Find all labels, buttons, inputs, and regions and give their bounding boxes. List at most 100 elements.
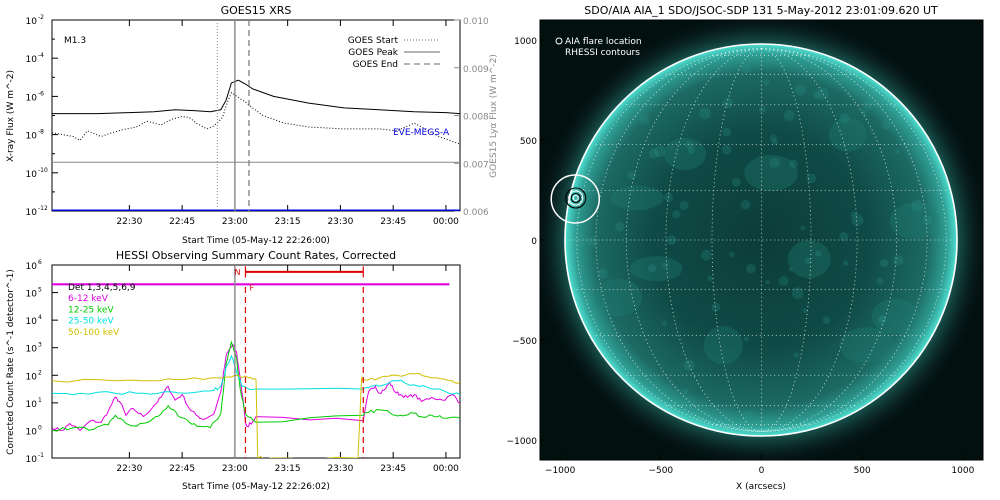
goes-ylabel-right: GOES15 Lyα Flux (W m^-2) [489, 54, 499, 178]
goes-series-group [52, 79, 460, 211]
longitude-line [761, 48, 928, 432]
coronal-loop-patch [700, 249, 712, 261]
coronal-loop-patch [812, 91, 821, 100]
hessi-legend-item: 50-100 keV [68, 328, 120, 338]
longitude-line [625, 48, 762, 432]
coronal-loop-patch [662, 262, 669, 269]
coronal-loop-patch [892, 254, 904, 266]
coronal-loop-patch [778, 275, 789, 286]
goes-xtick-label: 23:45 [380, 217, 406, 227]
coronal-loop-patch [822, 316, 831, 325]
hessi-xtick-label: 00:00 [433, 464, 459, 474]
coronal-loop-patch [793, 352, 800, 358]
active-region [787, 240, 831, 279]
hessi-ytick-label: 10 [26, 262, 38, 272]
coronal-loop-patch [722, 97, 733, 109]
goes-ytick-exponent: -8 [38, 129, 44, 136]
active-region [610, 185, 664, 211]
coronal-loop-patch [597, 268, 609, 279]
coronal-loop-patch [895, 149, 900, 154]
hessi-flag-night: N [234, 268, 240, 277]
coronal-loop-patch [765, 279, 770, 285]
hessi-legend-item: Det 1,3,4,5,6,9 [68, 283, 136, 293]
active-region [594, 278, 642, 317]
coronal-loop-patch [679, 200, 689, 210]
aia-title: SDO/AIA AIA_1 SDO/JSOC-SDP 131 5-May-201… [584, 4, 938, 17]
goes-xtick-label: 22:45 [169, 217, 195, 227]
aia-ytick-label: 1000 [514, 37, 537, 47]
coronal-loop-patch [850, 211, 857, 218]
hessi-series-group [52, 283, 460, 458]
flare-marker [550, 174, 600, 224]
hessi-ytick-exponent: 1 [38, 397, 42, 404]
longitude-line [761, 48, 947, 432]
coronal-loop-patch [758, 105, 766, 113]
goes-ytick-label: 10 [26, 93, 38, 103]
hessi-ytick-label: 10 [26, 345, 38, 355]
active-region [828, 117, 867, 152]
goes-ytick-exponent: -6 [38, 90, 44, 97]
aia-legend-flare-location: AIA flare location [565, 37, 642, 47]
goes-ytick-exponent: -2 [38, 14, 44, 21]
hessi-ytick-label: 10 [26, 455, 38, 465]
active-region [630, 256, 683, 282]
hessi-ytick-exponent: 2 [38, 369, 42, 376]
coronal-loop-patch [783, 110, 795, 121]
aia-xtick-label: 0 [759, 466, 765, 476]
aia-axis-ticks: −1000 −500 0 500 1000 −1000 −500 0 500 1000 [507, 37, 975, 476]
coronal-loop-patch [804, 257, 812, 265]
sun-disk [565, 44, 957, 436]
aia-xlabel: X (arcsecs) [736, 482, 786, 492]
hessi-xlabel: Start Time (05-May-12 22:26:02) [182, 482, 330, 492]
hessi-flag-flare: F [249, 283, 254, 292]
hessi-xtick-label: 23:30 [327, 464, 353, 474]
hessi-xtick-label: 23:15 [275, 464, 301, 474]
coronal-loop-patch [816, 87, 829, 100]
coronal-loop-patch [685, 140, 694, 150]
coronal-loop-patch [800, 225, 806, 231]
active-region [889, 202, 940, 240]
hessi-title: HESSI Observing Summary Count Rates, Cor… [116, 249, 396, 262]
goes-ytick-right-label: 0.010 [463, 17, 489, 27]
goes-xtick-label: 23:00 [222, 217, 248, 227]
active-region [744, 154, 798, 192]
coronal-loop-patch [802, 308, 808, 313]
coronal-loop-patch [879, 258, 889, 268]
coronal-loop-patch [789, 159, 798, 168]
coronal-loop-patch [846, 92, 851, 97]
flare-location-circle [550, 174, 600, 224]
active-region [871, 298, 920, 335]
goes-legend-label: GOES Start [348, 36, 399, 46]
active-region [839, 327, 894, 364]
sun-limb [564, 43, 958, 437]
goes-xrs-panel: GOES15 XRS 22:30 22:45 23:00 23:15 23:30 23:4… [6, 4, 499, 246]
goes-xtick-label: 23:15 [275, 217, 301, 227]
aia-ytick-label: −500 [512, 337, 537, 347]
aia-xtick-label: −500 [648, 466, 673, 476]
coronal-loop-patch [627, 171, 637, 180]
longitude-line [761, 48, 898, 432]
coronal-loop-patch [851, 213, 864, 226]
coronal-loop-patch [648, 264, 657, 273]
aia-image-panel: SDO/AIA AIA_1 SDO/JSOC-SDP 131 5-May-201… [507, 4, 984, 492]
coronal-loop-patch [653, 145, 666, 158]
sun-active-regions [587, 64, 940, 422]
coronal-loop-patch [879, 315, 887, 323]
coronal-loop-patch [839, 112, 850, 124]
aia-legend-circle-icon [555, 37, 563, 45]
goes-ytick-right-label: 0.009 [463, 65, 489, 75]
goes-xlabel: Start Time (05-May-12 22:26:00) [182, 236, 330, 246]
goes-ytick-exponent: -4 [38, 52, 44, 59]
coronal-loop-patch [815, 250, 822, 257]
hessi-xtick-label: 23:45 [380, 464, 406, 474]
coronal-loop-patch [806, 173, 817, 184]
goes-ytick-exponent: -10 [38, 167, 48, 174]
coronal-loop-patch [794, 84, 807, 96]
aia-ytick-label: −1000 [507, 437, 538, 447]
goes-ytick-label: 10 [26, 55, 38, 65]
hessi-ytick-exponent: 6 [38, 259, 42, 266]
coronal-loop-patch [769, 134, 777, 142]
aia-ytick-label: 500 [520, 137, 537, 147]
